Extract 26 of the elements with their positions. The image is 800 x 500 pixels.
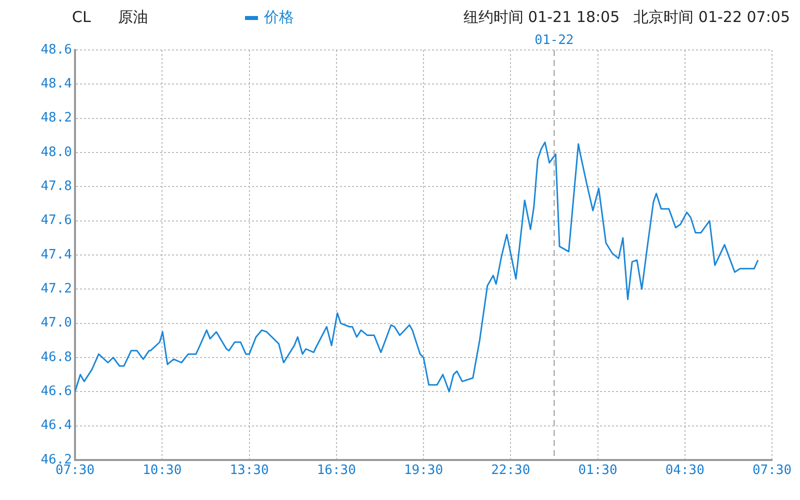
y-tick-label: 47.0	[40, 316, 72, 331]
x-tick-label: 07:30	[752, 463, 792, 478]
y-tick-label: 46.8	[40, 350, 72, 365]
y-tick-label: 47.2	[40, 282, 72, 297]
x-tick-label: 19:30	[404, 463, 444, 478]
x-tick-label: 22:30	[491, 463, 530, 478]
text: 北京时间 01-22 07:05	[634, 8, 790, 27]
y-tick-label: 46.6	[40, 384, 72, 400]
y-tick-label: 48.2	[40, 110, 72, 126]
text: 纽约时间 01-21 18:05	[463, 8, 620, 27]
y-tick-label: 47.8	[40, 179, 72, 194]
y-tick-label: 46.4	[40, 418, 72, 434]
legend-label: 价格	[264, 8, 294, 27]
x-tick-label: 04:30	[665, 463, 704, 478]
chart-subtitle: 原油	[118, 8, 148, 27]
ref-line-label: 01-22	[534, 32, 574, 48]
y-tick-label: 48.4	[40, 76, 72, 92]
y-tick-label: 47.4	[40, 247, 72, 262]
y-tick-label: 48.0	[40, 144, 72, 160]
x-tick-label: 13:30	[230, 463, 269, 478]
y-tick-label: 47.6	[40, 213, 72, 228]
x-tick-label: 01:30	[578, 463, 618, 478]
x-tick-label: 16:30	[316, 463, 356, 478]
chart-title: CL	[72, 8, 91, 26]
x-tick-label: 10:30	[142, 463, 182, 478]
y-tick-label: 48.6	[40, 42, 72, 58]
